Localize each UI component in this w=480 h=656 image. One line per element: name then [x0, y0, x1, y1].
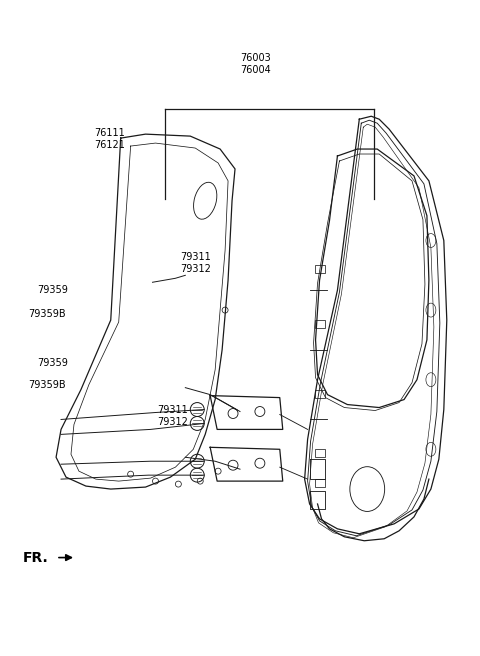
Bar: [314, 266, 324, 274]
Bar: [314, 390, 324, 398]
Text: 79359B: 79359B: [29, 309, 66, 319]
Text: FR.: FR.: [23, 550, 48, 565]
Text: 79359B: 79359B: [29, 380, 66, 390]
Bar: [314, 449, 324, 457]
Bar: [314, 479, 324, 487]
Text: 79311
79312: 79311 79312: [180, 252, 211, 274]
Text: 79311
79312: 79311 79312: [157, 405, 188, 427]
Bar: [314, 320, 324, 328]
Text: 79359: 79359: [37, 285, 68, 295]
Text: 76111
76121: 76111 76121: [95, 128, 125, 150]
Text: 76003
76004: 76003 76004: [240, 53, 271, 75]
Text: 79359: 79359: [37, 358, 68, 367]
